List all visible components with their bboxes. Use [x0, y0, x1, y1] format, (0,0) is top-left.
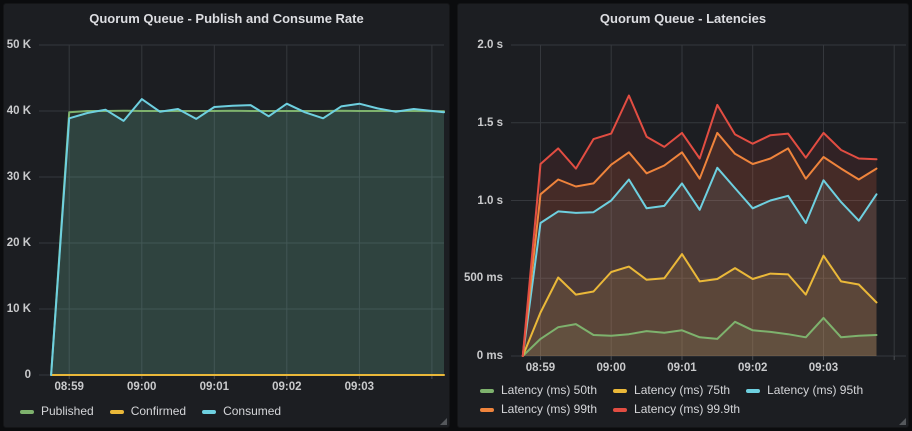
x-tick-label: 09:00	[127, 381, 157, 393]
legend-item-confirmed[interactable]: Confirmed	[109, 404, 187, 419]
legend-label: Consumed	[223, 404, 282, 418]
legend-item-latency-ms-99th[interactable]: Latency (ms) 99th	[480, 402, 597, 417]
legend-swatch-icon	[480, 388, 494, 393]
panel-title-publish-consume[interactable]: Quorum Queue - Publish and Consume Rate	[89, 11, 364, 26]
panel-resize-handle-icon[interactable]	[899, 418, 906, 425]
y-tick-label: 500 ms	[463, 272, 503, 285]
legend-swatch-icon	[746, 388, 761, 393]
panel-title-latencies[interactable]: Quorum Queue - Latencies	[599, 11, 767, 26]
panel-latencies: Quorum Queue - Latencies 0 ms 500 ms 1.0 s…	[457, 3, 909, 428]
legend-label: Latency (ms) 50th	[501, 383, 598, 397]
legend-item-latency-ms-75th[interactable]: Latency (ms) 75th	[613, 383, 730, 398]
legend-item-latency-ms-50th[interactable]: Latency (ms) 50th	[480, 383, 597, 398]
latencies-chart[interactable]	[511, 44, 906, 360]
publish-consume-chart[interactable]	[39, 44, 445, 379]
y-tick-label: 2.0 s	[477, 39, 503, 51]
legend-swatch-icon	[20, 409, 34, 414]
y-tick-label: 10 K	[6, 303, 31, 315]
legend-label: Latency (ms) 75th	[634, 383, 731, 397]
legend-label: Latency (ms) 99th	[501, 402, 598, 416]
y-tick-label: 40 K	[6, 105, 31, 117]
legend-swatch-icon	[613, 388, 628, 393]
latencies-legend: Latency (ms) 50th Latency (ms) 75th Latenc…	[480, 383, 904, 417]
panel-publish-consume-rate: Quorum Queue - Publish and Consume Rate …	[3, 3, 450, 428]
panel-resize-handle-icon[interactable]	[440, 418, 447, 425]
x-tick-label: 08:59	[54, 381, 84, 393]
legend-swatch-icon	[109, 409, 124, 414]
x-tick-label: 09:03	[808, 362, 839, 374]
legend-label: Latency (ms) 99.9th	[634, 402, 741, 416]
legend-label: Confirmed	[130, 404, 187, 418]
legend-swatch-icon	[613, 407, 628, 412]
y-tick-label: 30 K	[6, 171, 31, 183]
legend-swatch-icon	[480, 407, 494, 412]
legend-swatch-icon	[202, 409, 217, 414]
y-tick-label: 0 ms	[476, 350, 503, 362]
y-tick-label: 50 K	[6, 39, 31, 51]
y-tick-label: 20 K	[6, 237, 31, 249]
publish-consume-legend: Published Confirmed Consumed	[20, 404, 440, 419]
y-tick-label: 0	[24, 369, 31, 381]
x-tick-label: 09:02	[272, 381, 302, 393]
legend-label: Published	[41, 404, 94, 418]
legend-item-published[interactable]: Published	[20, 404, 94, 419]
legend-item-consumed[interactable]: Consumed	[202, 404, 281, 419]
x-tick-label: 09:03	[344, 381, 375, 393]
legend-item-latency-ms-95th[interactable]: Latency (ms) 95th	[746, 383, 863, 398]
x-tick-label: 09:01	[199, 381, 230, 393]
legend-label: Latency (ms) 95th	[767, 383, 864, 397]
x-tick-label: 09:00	[596, 362, 626, 374]
publish-consume-rate-chart-svg	[39, 44, 445, 379]
legend-item-latency-ms-99-9th[interactable]: Latency (ms) 99.9th	[613, 402, 740, 417]
x-tick-label: 09:02	[737, 362, 768, 374]
y-tick-label: 1.0 s	[477, 194, 503, 207]
y-tick-label: 1.5 s	[477, 116, 503, 129]
x-tick-label: 09:01	[667, 362, 697, 374]
latencies-chart-svg	[511, 44, 906, 360]
x-tick-label: 08:59	[525, 362, 556, 374]
